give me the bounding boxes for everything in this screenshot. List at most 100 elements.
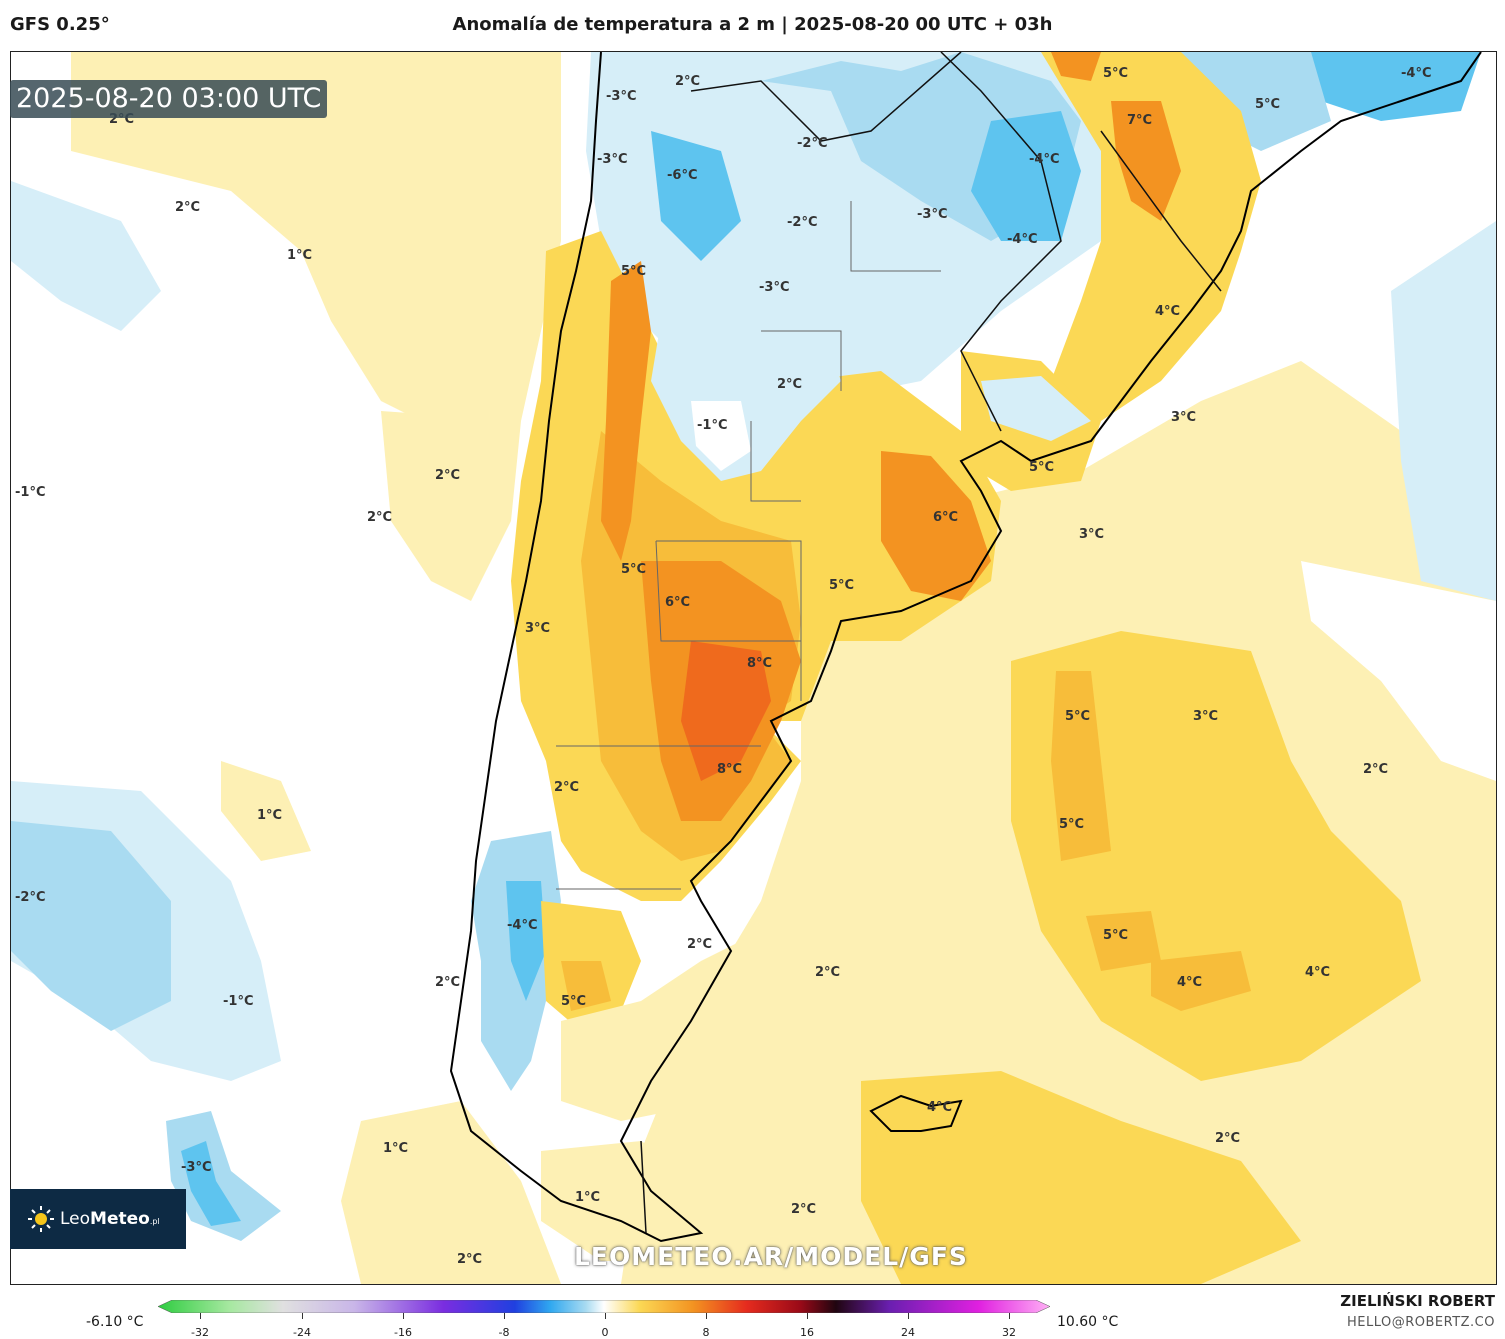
- contour-label: 2°C: [815, 965, 841, 980]
- logo-text: LeoMeteo.pl: [60, 1209, 160, 1229]
- author-email: HELLO@ROBERTZ.CO: [1346, 1315, 1495, 1330]
- colorbar: [158, 1300, 1050, 1313]
- contour-label: 4°C: [927, 1100, 953, 1115]
- andes-orange-strip: [601, 261, 651, 561]
- country-borders: [640, 52, 1222, 1234]
- colorbar-tickmark: [1009, 1313, 1010, 1319]
- contour-label: 2°C: [791, 1202, 817, 1217]
- colorbar-tick-label: -24: [293, 1326, 311, 1339]
- contour-label: 5°C: [561, 994, 587, 1009]
- map-canvas: [11, 52, 1496, 1284]
- contour-label: 2°C: [367, 510, 393, 525]
- colorbar-tickmark: [908, 1313, 909, 1319]
- contour-label: 5°C: [1059, 817, 1085, 832]
- falklands-yellow: [861, 1086, 1001, 1161]
- pacific-pale-yellow-band: [381, 411, 521, 601]
- contour-label: 5°C: [1255, 97, 1281, 112]
- colorbar-max-label: 10.60 °C: [1057, 1314, 1119, 1330]
- contour-label: 1°C: [257, 808, 283, 823]
- colorbar-tick-label: -32: [191, 1326, 209, 1339]
- bolivia-blue-core: [651, 131, 741, 261]
- pacific-south-blue-area: [166, 1111, 281, 1241]
- contour-label: 6°C: [933, 510, 959, 525]
- sun-icon: [28, 1206, 54, 1232]
- contour-label: -3°C: [759, 280, 790, 295]
- watermark-url: LEOMETEO.AR/MODEL/GFS: [574, 1242, 968, 1271]
- contour-label: 2°C: [1363, 762, 1389, 777]
- contour-label: -2°C: [787, 215, 818, 230]
- colorbar-tick-label: -16: [394, 1326, 412, 1339]
- contour-label: 3°C: [1171, 410, 1197, 425]
- pacific-north-pale-blue: [11, 181, 161, 331]
- contour-label: 1°C: [383, 1141, 409, 1156]
- contour-label: 2°C: [435, 975, 461, 990]
- leometeo-logo: LeoMeteo.pl: [10, 1189, 186, 1249]
- province-borders: [556, 201, 941, 890]
- logo-text-regular: Leo: [60, 1209, 91, 1229]
- colorbar-tickmark: [807, 1313, 808, 1319]
- north-argentina-white: [691, 401, 751, 471]
- contour-label: -4°C: [507, 918, 538, 933]
- contour-label: 3°C: [525, 621, 551, 636]
- contour-label: 8°C: [717, 762, 743, 777]
- contour-label: 2°C: [687, 937, 713, 952]
- pacific-south-dark-blue: [181, 1141, 241, 1226]
- contour-label: 1°C: [287, 248, 313, 263]
- contour-label: 2°C: [457, 1252, 483, 1267]
- contour-label: 3°C: [1193, 709, 1219, 724]
- contour-label: -3°C: [597, 152, 628, 167]
- south-america-coastline: [449, 52, 1482, 1243]
- colorbar-min-label: -6.10 °C: [86, 1314, 144, 1330]
- contour-label: 1°C: [575, 1190, 601, 1205]
- contour-label: 6°C: [665, 595, 691, 610]
- se-brazil-top-orange: [1051, 52, 1101, 81]
- logo-text-suffix: .pl: [149, 1217, 160, 1226]
- atlantic-gold-patch-1: [1086, 911, 1161, 971]
- falklands-outline: [869, 1094, 963, 1132]
- temperature-anomaly-map: 2°C -3°C -3°C -6°C -2°C -2°C 5°C 7°C 5°C…: [10, 51, 1497, 1285]
- author-name: ZIELIŃSKI ROBERT: [1340, 1292, 1495, 1310]
- contour-label: -2°C: [15, 890, 46, 905]
- contour-label: 5°C: [1103, 928, 1129, 943]
- colorbar-tick-label: 32: [1002, 1326, 1016, 1339]
- logo-text-bold: Meteo: [90, 1209, 150, 1229]
- contour-label: 7°C: [1127, 113, 1153, 128]
- colorbar-tickmark: [302, 1313, 303, 1319]
- contour-label: 2°C: [777, 377, 803, 392]
- colorbar-tick-label: 8: [702, 1326, 710, 1339]
- contour-label: 2°C: [554, 780, 580, 795]
- se-brazil-orange-core: [1111, 101, 1181, 221]
- colorbar-tick-label: 16: [800, 1326, 814, 1339]
- buenos-aires-orange: [881, 451, 991, 601]
- colorbar-tickmark: [706, 1313, 707, 1319]
- contour-label: -3°C: [917, 207, 948, 222]
- map-title: Anomalía de temperatura a 2 m | 2025-08-…: [452, 14, 1053, 35]
- contour-label: -4°C: [1401, 66, 1432, 81]
- tierra-del-fuego-pale-yellow: [541, 1141, 721, 1261]
- contour-label: 5°C: [1029, 460, 1055, 475]
- atlantic-east-white: [1301, 561, 1496, 781]
- colorbar-tickmark: [403, 1313, 404, 1319]
- atlantic-east-pale-blue: [1391, 221, 1496, 601]
- contour-label: 2°C: [675, 74, 701, 89]
- colorbar-tick-label: -8: [498, 1326, 510, 1339]
- contour-label: 2°C: [1215, 1131, 1241, 1146]
- contour-label: 5°C: [1103, 66, 1129, 81]
- contour-label: 5°C: [621, 562, 647, 577]
- contour-label: 5°C: [621, 264, 647, 279]
- contour-label: -1°C: [697, 418, 728, 433]
- contour-label: 4°C: [1305, 965, 1331, 980]
- pacific-light-blue-area: [11, 821, 171, 1031]
- contour-label: 2°C: [175, 200, 201, 215]
- pacific-pale-yellow-area: [71, 52, 561, 471]
- uruguay-pale-blue: [981, 376, 1091, 441]
- atlantic-gold-patch-2: [1151, 951, 1251, 1011]
- colorbar-tick-label: 0: [601, 1326, 609, 1339]
- pacific-south-pale-yellow: [341, 1101, 561, 1284]
- contour-label: 5°C: [829, 578, 855, 593]
- contour-label: -3°C: [181, 1160, 212, 1175]
- colorbar-tick-label: 24: [901, 1326, 915, 1339]
- contour-label: -3°C: [606, 89, 637, 104]
- pacific-small-pale-yellow: [221, 761, 311, 861]
- contour-label: 2°C: [435, 468, 461, 483]
